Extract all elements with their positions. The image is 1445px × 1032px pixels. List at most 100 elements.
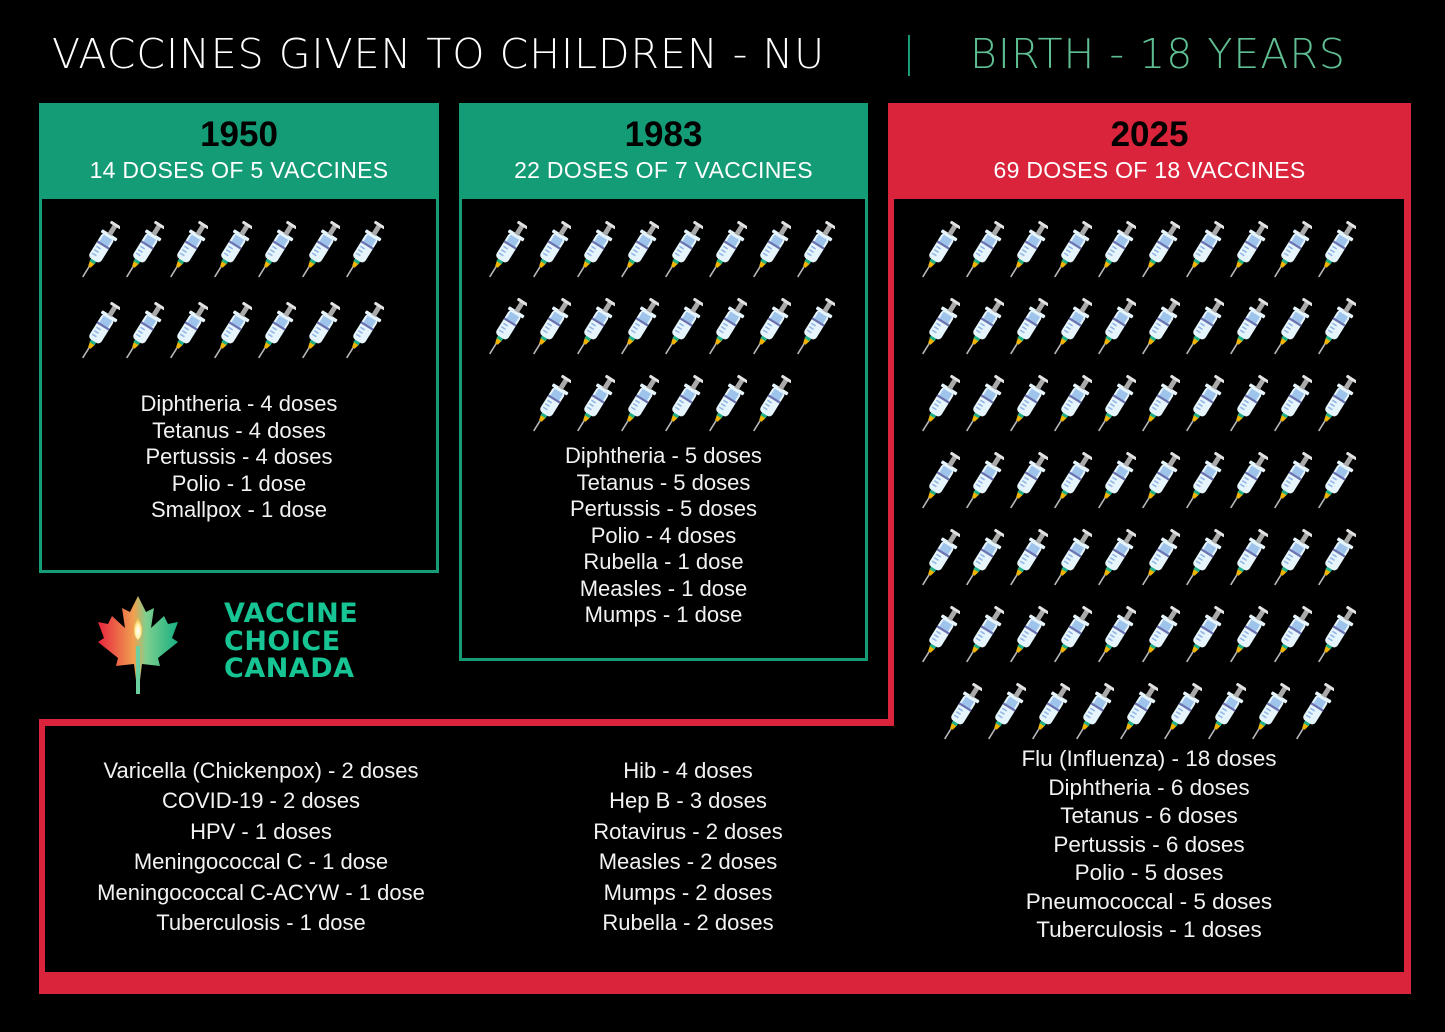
syringe-icon bbox=[531, 292, 575, 367]
syringe-icon bbox=[80, 296, 124, 371]
vaccine-list-item: Diphtheria - 6 doses bbox=[1048, 774, 1250, 800]
syringe-icon bbox=[751, 215, 795, 290]
vaccine-choice-canada-logo: VACCINE CHOICE CANADA bbox=[96, 594, 376, 698]
syringe-icon bbox=[1008, 292, 1052, 367]
vaccine-list-item: Flu (Influenza) - 18 doses bbox=[1021, 746, 1277, 771]
syringe-grid bbox=[920, 215, 1360, 752]
vaccine-list-item: Mumps - 1 dose bbox=[584, 602, 743, 627]
syringe-icon bbox=[1140, 600, 1184, 675]
syringe-icon bbox=[1184, 292, 1228, 367]
maple-leaf-candle-icon bbox=[98, 596, 178, 694]
vaccine-list-item: Polio - 5 doses bbox=[1074, 860, 1224, 885]
syringe-icon bbox=[1118, 677, 1162, 752]
vaccine-list-item: COVID-19 - 2 doses bbox=[161, 788, 361, 814]
syringe-icon bbox=[1272, 292, 1316, 367]
syringe-icon bbox=[1008, 600, 1052, 675]
syringe-icon bbox=[964, 369, 1008, 444]
syringe-icon bbox=[1052, 369, 1096, 444]
syringe-icon bbox=[212, 215, 256, 290]
logo-line-2: CHOICE bbox=[224, 625, 341, 657]
panel-2025-bottom-left-border bbox=[39, 719, 45, 994]
panel-dose-summary: 69 DOSES OF 18 VACCINES bbox=[993, 157, 1306, 183]
vaccine-list-item: Meningococcal C - 1 dose bbox=[133, 849, 389, 875]
syringe-icon bbox=[1272, 523, 1316, 598]
syringe-icon bbox=[487, 292, 531, 367]
infographic-title: VACCINES GIVEN TO CHILDREN - NU | BIRTH … bbox=[52, 28, 1345, 78]
syringe-icon bbox=[1162, 677, 1206, 752]
syringe-icon bbox=[663, 292, 707, 367]
syringe-icon bbox=[1316, 446, 1360, 521]
vaccine-list-item: Polio - 4 doses bbox=[590, 522, 737, 548]
syringe-icon bbox=[531, 369, 575, 444]
syringe-icon bbox=[575, 215, 619, 290]
panel-1983-body bbox=[459, 196, 868, 661]
syringe-icon bbox=[920, 292, 964, 367]
panel-2025-mid-border bbox=[39, 719, 894, 726]
syringe-icon bbox=[1228, 369, 1272, 444]
syringe-icon bbox=[964, 292, 1008, 367]
panel-2025-right-border bbox=[1404, 196, 1411, 994]
syringe-icon bbox=[707, 369, 751, 444]
syringe-icon bbox=[964, 446, 1008, 521]
syringe-icon bbox=[663, 369, 707, 444]
vaccine-list-item: Meningococcal C-ACYW - 1 dose bbox=[97, 879, 425, 905]
syringe-icon bbox=[256, 215, 300, 290]
syringe-icon bbox=[1272, 446, 1316, 521]
syringe-icon bbox=[1096, 523, 1140, 598]
vaccine-list-item: Mumps - 2 doses bbox=[603, 879, 773, 905]
vaccine-list-item: Tetanus - 6 doses bbox=[1060, 803, 1238, 828]
syringe-icon bbox=[1140, 446, 1184, 521]
syringe-icon bbox=[1228, 600, 1272, 675]
syringe-grid bbox=[80, 215, 388, 371]
vaccine-list-item: Varicella (Chickenpox) - 2 doses bbox=[103, 758, 419, 783]
syringe-icon bbox=[619, 215, 663, 290]
syringe-icon bbox=[1140, 292, 1184, 367]
syringe-icon bbox=[751, 369, 795, 444]
title-separator: | bbox=[902, 28, 917, 76]
syringe-icon bbox=[575, 292, 619, 367]
syringe-icon bbox=[344, 215, 388, 290]
syringe-icon bbox=[1184, 369, 1228, 444]
syringe-icon bbox=[795, 292, 839, 367]
syringe-icon bbox=[1096, 369, 1140, 444]
syringe-icon bbox=[1272, 215, 1316, 290]
syringe-icon bbox=[1316, 600, 1360, 675]
syringe-icon bbox=[1096, 215, 1140, 290]
syringe-icon bbox=[168, 215, 212, 290]
syringe-icon bbox=[300, 215, 344, 290]
syringe-icon bbox=[1184, 523, 1228, 598]
syringe-icon bbox=[1140, 215, 1184, 290]
syringe-icon bbox=[1294, 677, 1338, 752]
vaccine-list-item: Measles - 1 dose bbox=[579, 575, 748, 601]
vaccine-list-item: Pneumococcal - 5 doses bbox=[1025, 888, 1273, 914]
syringe-icon bbox=[1140, 369, 1184, 444]
syringe-icon bbox=[920, 369, 964, 444]
syringe-icon bbox=[1184, 215, 1228, 290]
syringe-icon bbox=[80, 215, 124, 290]
syringe-icon bbox=[487, 215, 531, 290]
syringe-icon bbox=[1272, 600, 1316, 675]
vaccine-list-bottom-middle: Hib - 4 doses Hep B - 3 doses Rotavirus - … bbox=[480, 756, 896, 938]
vaccine-list-right: Flu (Influenza) - 18 doses Diphtheria - 6… bbox=[894, 745, 1404, 945]
panel-1950-body bbox=[39, 196, 439, 573]
syringe-icon bbox=[1228, 446, 1272, 521]
syringe-icon bbox=[531, 215, 575, 290]
vaccine-list-item: Rotavirus - 2 doses bbox=[593, 818, 783, 844]
logo-line-1: VACCINE bbox=[224, 598, 359, 629]
syringe-icon bbox=[1008, 369, 1052, 444]
syringe-icon bbox=[619, 369, 663, 444]
syringe-icon bbox=[1184, 446, 1228, 521]
syringe-icon bbox=[1074, 677, 1118, 752]
vaccine-list-item: Pertussis - 5 doses bbox=[569, 496, 758, 521]
title-text: VACCINES GIVEN TO CHILDREN - NU bbox=[52, 30, 826, 78]
syringe-icon bbox=[986, 677, 1030, 752]
panel-dose-summary: 22 DOSES OF 7 VACCINES bbox=[514, 157, 813, 183]
syringe-grid bbox=[487, 215, 839, 444]
vaccine-list-item: Smallpox - 1 dose bbox=[150, 497, 328, 522]
syringe-icon bbox=[1096, 446, 1140, 521]
syringe-icon bbox=[1250, 677, 1294, 752]
panel-year: 2025 bbox=[1110, 115, 1189, 154]
panel-year: 1950 bbox=[200, 115, 278, 154]
syringe-icon bbox=[1228, 523, 1272, 598]
syringe-icon bbox=[920, 523, 964, 598]
